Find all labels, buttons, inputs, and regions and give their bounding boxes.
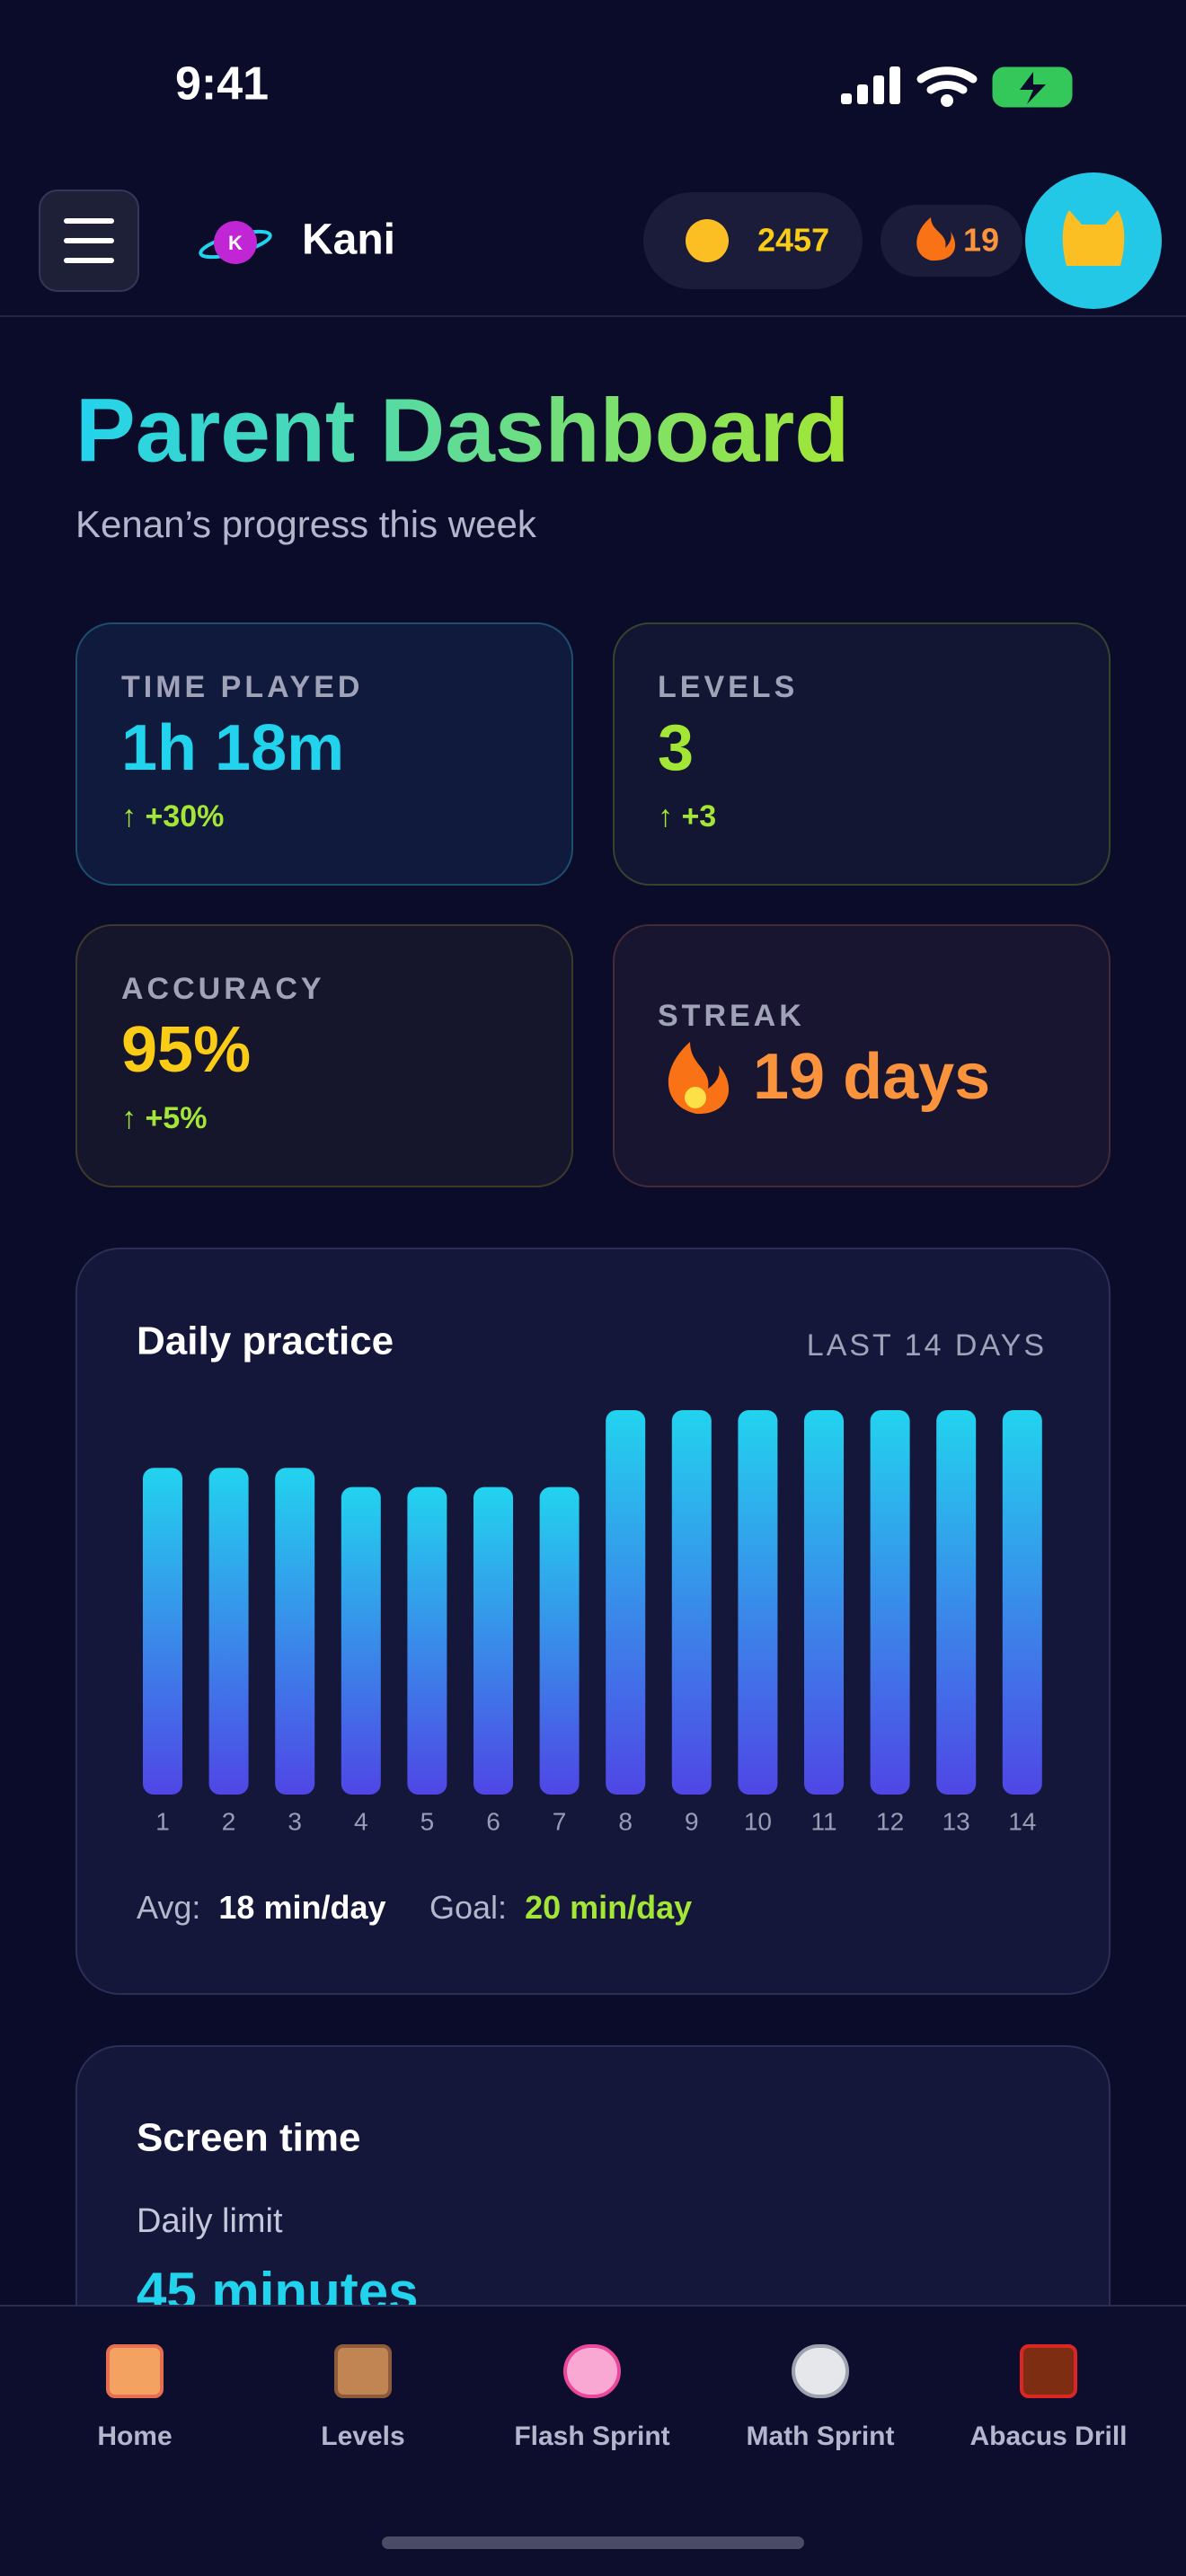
home-indicator <box>382 2536 804 2549</box>
bar <box>870 1410 910 1795</box>
bar <box>606 1410 646 1795</box>
streak: 19 <box>963 222 999 259</box>
page-title: Parent Dashboard <box>75 380 849 481</box>
coins: 2457 <box>757 222 829 259</box>
wifi-dot <box>941 94 953 107</box>
stat-card <box>75 924 573 1187</box>
bar <box>474 1486 513 1795</box>
x-tick-label: 7 <box>553 1807 567 1835</box>
logo-letter: K <box>228 232 243 254</box>
nav-icon <box>334 2344 392 2398</box>
screen-time-title: Screen time <box>137 2116 360 2160</box>
bar <box>208 1468 249 1795</box>
x-tick-label: 10 <box>744 1807 772 1835</box>
goal-value: 20 min/day <box>525 1889 692 1926</box>
stat-label: STREAK <box>658 999 805 1033</box>
bar <box>275 1468 315 1795</box>
menu-icon <box>64 218 114 263</box>
nav-icon <box>1020 2344 1077 2398</box>
app-name: Kani <box>302 216 395 264</box>
nav-item[interactable]: Abacus Drill <box>969 2344 1128 2451</box>
stat-change: ↑ +5% <box>121 1101 207 1135</box>
stat-label: LEVELS <box>658 670 798 704</box>
nav-icon <box>106 2344 164 2398</box>
x-tick-label: 1 <box>155 1807 170 1835</box>
bar <box>1002 1410 1042 1795</box>
x-tick-label: 3 <box>288 1807 302 1835</box>
fire-icon <box>916 217 956 261</box>
chart-footer: Avg: 18 min/day Goal: 20 min/day <box>137 1889 692 1926</box>
stat-card <box>613 924 1111 1187</box>
nav-label: Home <box>97 2422 172 2451</box>
x-tick-label: 9 <box>685 1807 699 1835</box>
x-tick-label: 14 <box>1008 1807 1036 1835</box>
signal-icon <box>841 66 900 104</box>
nav-label: Abacus Drill <box>969 2422 1127 2451</box>
stat-value: 1h 18m <box>121 712 344 784</box>
nav-icon <box>792 2344 849 2398</box>
wifi-icon <box>916 66 978 94</box>
nav-label: Flash Sprint <box>514 2422 669 2451</box>
x-tick-label: 6 <box>486 1807 500 1835</box>
x-tick-label: 2 <box>222 1807 236 1835</box>
x-tick-label: 12 <box>876 1807 904 1835</box>
coins-pill[interactable] <box>643 192 863 289</box>
bar <box>539 1486 580 1795</box>
stat-value: 3 <box>658 712 694 784</box>
fire-core <box>685 1087 706 1108</box>
stat-value: 95% <box>121 1014 251 1086</box>
stat-change: ↑ +3 <box>658 799 716 834</box>
charging-bolt <box>1020 72 1046 104</box>
bar <box>407 1486 447 1795</box>
bar <box>671 1410 712 1795</box>
stat-label: ACCURACY <box>121 972 325 1006</box>
x-tick-label: 5 <box>420 1807 435 1835</box>
bar <box>804 1410 844 1795</box>
stat-value: 19 days <box>753 1041 990 1113</box>
goal-label: Goal: <box>429 1889 507 1926</box>
bar <box>936 1410 977 1795</box>
chart-subtitle: LAST 14 DAYS <box>807 1328 1047 1363</box>
chart-card <box>75 1248 1111 1995</box>
nav-items: Home Levels Flash Sprint Math Sprint Abacus … <box>97 2344 1128 2451</box>
nav-icon <box>563 2344 621 2398</box>
bar <box>738 1410 778 1795</box>
x-tick-label: 11 <box>810 1807 836 1835</box>
nav-label: Levels <box>321 2422 404 2451</box>
page-subtitle: Kenan’s progress this week <box>75 503 537 545</box>
x-tick-label: 4 <box>354 1807 368 1835</box>
nav-item[interactable]: Home <box>97 2344 173 2451</box>
stat-change: ↑ +30% <box>121 799 224 834</box>
screen-time-section: Screen time Daily limit 45 minutes <box>75 2045 1111 2322</box>
stat-card <box>75 622 573 886</box>
avg-value: 18 min/day <box>218 1889 385 1926</box>
nav-label: Math Sprint <box>747 2422 895 2451</box>
nav-item[interactable]: Levels <box>321 2344 405 2451</box>
stat-label: TIME PLAYED <box>121 670 363 704</box>
x-tick-label: 8 <box>618 1807 633 1835</box>
nav-item[interactable]: Flash Sprint <box>514 2344 670 2451</box>
status-time: 9:41 <box>175 58 269 110</box>
x-tick-label: 13 <box>943 1807 970 1835</box>
coin-icon <box>686 219 729 262</box>
logo <box>214 221 257 264</box>
avatar-cat <box>1062 210 1125 266</box>
nav-item[interactable]: Math Sprint <box>747 2344 895 2451</box>
limit-label: Daily limit <box>137 2202 283 2240</box>
stat-card <box>613 622 1111 886</box>
fire-icon <box>668 1042 730 1115</box>
chart-title: Daily practice <box>137 1319 394 1363</box>
avg-label: Avg: <box>137 1889 200 1926</box>
limit-value: 45 minutes <box>137 2262 418 2322</box>
bar-group: 1 2 3 4 5 6 7 8 9 10 11 12 13 14 <box>143 1410 1042 1835</box>
screen-time-card <box>75 2045 1111 2305</box>
bar <box>341 1486 381 1795</box>
bar <box>143 1468 182 1795</box>
